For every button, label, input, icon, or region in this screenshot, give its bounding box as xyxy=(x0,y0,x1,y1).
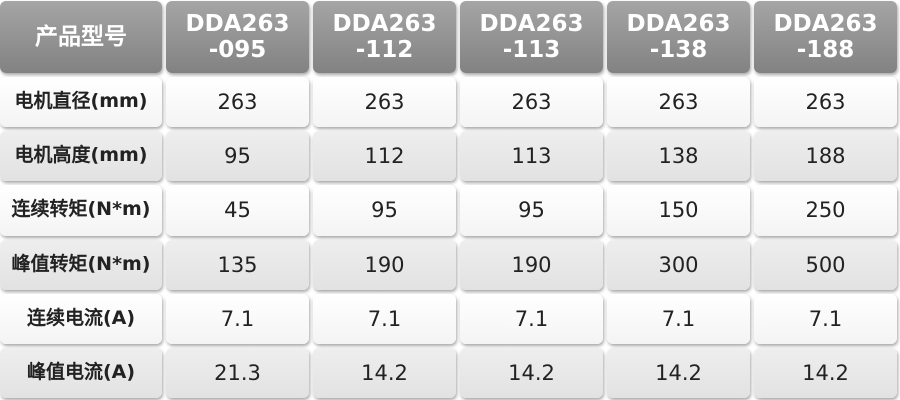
value-cell: 14.2 xyxy=(460,347,603,398)
row-label: 电机高度(mm) xyxy=(0,131,162,182)
value-cell: 150 xyxy=(607,185,750,236)
value-cell: 190 xyxy=(460,239,603,290)
row-label: 峰值转矩(N*m) xyxy=(0,239,162,290)
header-cell: DDA263 -138 xyxy=(607,1,750,73)
value-cell: 7.1 xyxy=(607,293,750,344)
row-label: 电机直径(mm) xyxy=(0,77,162,128)
value-cell: 138 xyxy=(607,131,750,182)
value-cell: 14.2 xyxy=(754,347,897,398)
value-cell: 112 xyxy=(313,131,456,182)
value-cell: 7.1 xyxy=(166,293,309,344)
value-cell: 263 xyxy=(607,77,750,128)
value-cell: 113 xyxy=(460,131,603,182)
header-cell: DDA263 -188 xyxy=(754,1,897,73)
value-cell: 263 xyxy=(313,77,456,128)
value-cell: 135 xyxy=(166,239,309,290)
value-cell: 300 xyxy=(607,239,750,290)
value-cell: 21.3 xyxy=(166,347,309,398)
value-cell: 95 xyxy=(166,131,309,182)
value-cell: 7.1 xyxy=(313,293,456,344)
value-cell: 188 xyxy=(754,131,897,182)
header-cell: DDA263 -095 xyxy=(166,1,309,73)
row-label: 连续转矩(N*m) xyxy=(0,185,162,236)
value-cell: 263 xyxy=(166,77,309,128)
value-cell: 95 xyxy=(313,185,456,236)
header-cell: DDA263 -112 xyxy=(313,1,456,73)
value-cell: 250 xyxy=(754,185,897,236)
header-cell: 产品型号 xyxy=(0,1,162,73)
value-cell: 500 xyxy=(754,239,897,290)
value-cell: 190 xyxy=(313,239,456,290)
row-label: 连续电流(A) xyxy=(0,293,162,344)
row-label: 峰值电流(A) xyxy=(0,347,162,398)
value-cell: 263 xyxy=(460,77,603,128)
value-cell: 45 xyxy=(166,185,309,236)
value-cell: 7.1 xyxy=(754,293,897,344)
value-cell: 95 xyxy=(460,185,603,236)
value-cell: 14.2 xyxy=(607,347,750,398)
value-cell: 7.1 xyxy=(460,293,603,344)
header-cell: DDA263 -113 xyxy=(460,1,603,73)
value-cell: 263 xyxy=(754,77,897,128)
value-cell: 14.2 xyxy=(313,347,456,398)
